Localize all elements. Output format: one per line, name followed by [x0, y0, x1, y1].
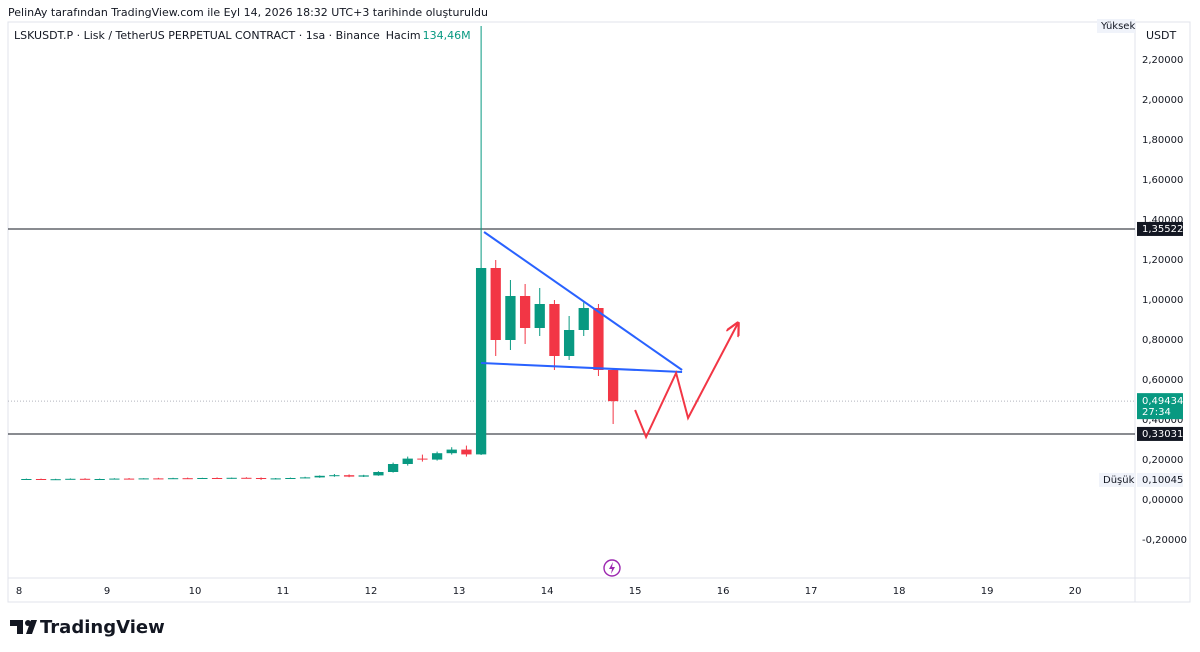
x-tick-label: 12: [365, 586, 378, 597]
x-tick-label: 18: [893, 586, 906, 597]
candle-body: [226, 477, 237, 479]
level-label: 1,35522: [1142, 224, 1183, 235]
candle-body: [21, 479, 32, 480]
y-tick-label: -0,20000: [1142, 535, 1187, 546]
candle-body: [358, 475, 369, 477]
symbol-legend: LSKUSDT.P · Lisk / TetherUS PERPETUAL CO…: [14, 29, 380, 42]
candle-body: [123, 478, 135, 480]
candle-body: [431, 453, 443, 460]
candle-body: [549, 304, 560, 356]
candle-body: [490, 268, 501, 340]
countdown: 27:34: [1142, 407, 1171, 418]
candle-body: [387, 464, 399, 472]
candle-body: [593, 308, 604, 370]
candle-body: [255, 478, 267, 479]
x-tick-label: 15: [629, 586, 642, 597]
y-tick-label: 2,00000: [1142, 95, 1183, 106]
trendline: [634, 323, 738, 440]
last-price-label: 0,49434: [1142, 396, 1183, 407]
candle-body: [182, 478, 193, 480]
y-tick-label: 1,20000: [1142, 255, 1183, 266]
y-tick-label: 0,20000: [1142, 455, 1183, 466]
volume-value: 134,46M: [423, 29, 471, 42]
low-value-tag: [1137, 472, 1183, 487]
x-tick-label: 20: [1069, 586, 1082, 597]
candle-body: [167, 478, 179, 480]
y-tick-label: 1,80000: [1142, 135, 1183, 146]
candle-body: [505, 296, 516, 340]
x-tick-label: 9: [104, 586, 110, 597]
candle-body: [446, 449, 457, 454]
candle-body: [461, 449, 472, 455]
y-tick-label: 0,60000: [1142, 375, 1183, 386]
candle-body: [578, 308, 589, 330]
x-tick-label: 14: [541, 586, 554, 597]
volume-name: Hacim: [386, 29, 421, 42]
y-tick-label: 1,40000: [1142, 215, 1183, 226]
high-marker: Yüksek: [1100, 21, 1135, 32]
candle-body: [50, 479, 61, 481]
candle-body: [270, 478, 281, 480]
candle-body: [65, 478, 76, 480]
candle-body: [607, 370, 619, 402]
plot-area: [8, 26, 1135, 481]
tradingview-logo: [10, 620, 37, 634]
x-tick-label: 8: [16, 586, 22, 597]
candle-body: [534, 304, 545, 328]
y-tick-label: 2,20000: [1142, 55, 1183, 66]
candle-body: [563, 330, 575, 356]
candle-body: [475, 268, 487, 455]
y-tick-label: 1,00000: [1142, 295, 1183, 306]
candle-body: [35, 479, 47, 480]
x-tick-label: 11: [277, 586, 290, 597]
y-tick-label: 0,00000: [1142, 495, 1183, 506]
candle-body: [94, 479, 105, 480]
x-tick-label: 19: [981, 586, 994, 597]
low-tag: [1099, 472, 1135, 487]
candle-body: [402, 458, 413, 464]
trendline: [483, 231, 683, 371]
y-tick-label: 0,40000: [1142, 415, 1183, 426]
candle-body: [285, 478, 296, 479]
x-tick-label: 16: [717, 586, 730, 597]
candle-body: [153, 478, 164, 480]
candle-body: [299, 477, 311, 479]
candle-body: [138, 478, 149, 480]
high-tag: [1097, 19, 1135, 33]
candle-body: [519, 296, 531, 328]
candle-body: [314, 475, 325, 478]
caption: PelinAy tarafından TradingView.com ile E…: [8, 6, 488, 19]
low-marker: Düşük: [1103, 475, 1135, 486]
brand: TradingView: [40, 617, 165, 638]
trendline: [481, 362, 683, 373]
candle-body: [241, 477, 252, 479]
level-label: 0,33031: [1142, 429, 1183, 440]
last-price-tag: [1137, 393, 1183, 420]
candle-body: [373, 472, 384, 476]
lightning-icon[interactable]: [603, 559, 621, 577]
x-tick-label: 13: [453, 586, 466, 597]
x-tick-label: 10: [189, 586, 202, 597]
low-value-label: 0,10045: [1142, 475, 1183, 486]
candle-body: [329, 475, 340, 477]
candle-body: [211, 478, 223, 479]
y-tick-label: 0,80000: [1142, 335, 1183, 346]
x-tick-label: 17: [805, 586, 818, 597]
currency: USDT: [1146, 29, 1177, 42]
candle-body: [79, 478, 91, 480]
y-tick-label: 1,60000: [1142, 175, 1183, 186]
level-tag: [1137, 221, 1183, 236]
level-tag: [1137, 426, 1183, 441]
candle-body: [197, 478, 208, 479]
candle-body: [343, 475, 355, 477]
candle-body: [417, 458, 428, 460]
candle-body: [109, 478, 120, 480]
